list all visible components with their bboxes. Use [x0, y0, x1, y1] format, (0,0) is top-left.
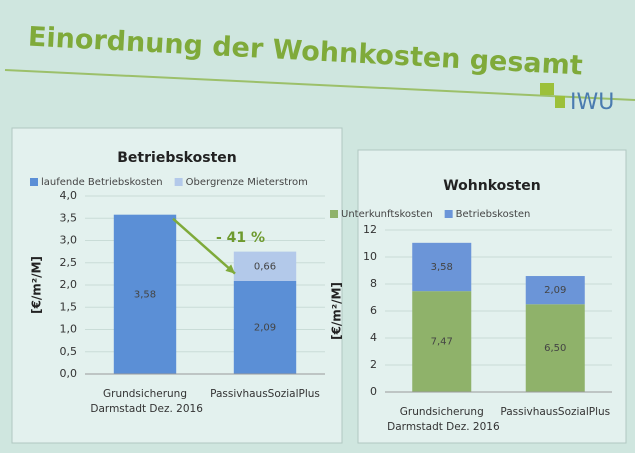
logo: IWU	[570, 90, 614, 115]
y-tick-label: 0,5	[60, 345, 78, 358]
y-tick-label: 4,0	[60, 189, 78, 202]
legend-swatch	[30, 178, 38, 186]
value-label: 2,09	[544, 285, 566, 296]
y-tick-label: 3,0	[60, 234, 78, 247]
y-tick-label: 0	[370, 385, 377, 398]
value-label: 6,50	[544, 343, 566, 354]
value-label: 0,66	[254, 261, 276, 272]
legend-label: Betriebskosten	[456, 209, 531, 220]
legend-swatch	[330, 210, 338, 218]
x-tick-label: PassivhausSozialPlus	[210, 388, 320, 400]
value-label: 3,58	[431, 262, 453, 273]
slide: Einordnung der Wohnkosten gesamt IWU Bet…	[0, 0, 635, 453]
legend-label: laufende Betriebskosten	[41, 177, 163, 188]
chart-title: Betriebskosten	[117, 150, 236, 166]
y-tick-label: 12	[363, 223, 377, 236]
legend-swatch	[175, 178, 183, 186]
y-axis-label: [€/m²/M]	[30, 256, 44, 314]
legend-label: Obergrenze Mieterstrom	[186, 177, 308, 188]
y-tick-label: 2	[370, 358, 377, 371]
x-tick-label: PassivhausSozialPlus	[500, 406, 610, 418]
y-tick-label: 3,5	[60, 211, 78, 224]
y-tick-label: 2,5	[60, 256, 78, 269]
y-tick-label: 6	[370, 304, 377, 317]
value-label: 7,47	[431, 337, 453, 348]
annotation: - 41 %	[216, 230, 265, 246]
y-tick-label: 1,0	[60, 323, 78, 336]
y-tick-label: 1,5	[60, 300, 78, 313]
y-tick-label: 0,0	[60, 367, 78, 380]
chart-title: Wohnkosten	[443, 178, 541, 194]
legend-label: Unterkunftskosten	[341, 209, 433, 220]
y-tick-label: 2,0	[60, 278, 78, 291]
y-tick-label: 8	[370, 277, 377, 290]
y-tick-label: 4	[370, 331, 377, 344]
page: {"slide": {"title": "Einordnung der Wohn…	[0, 0, 635, 453]
legend-swatch	[445, 210, 453, 218]
value-label: 3,58	[134, 289, 156, 300]
logo-mark	[555, 96, 565, 108]
value-label: 2,09	[254, 322, 276, 333]
y-axis-label: [€/m²/M]	[330, 282, 344, 340]
logo-mark	[540, 83, 554, 95]
y-tick-label: 10	[363, 250, 377, 263]
